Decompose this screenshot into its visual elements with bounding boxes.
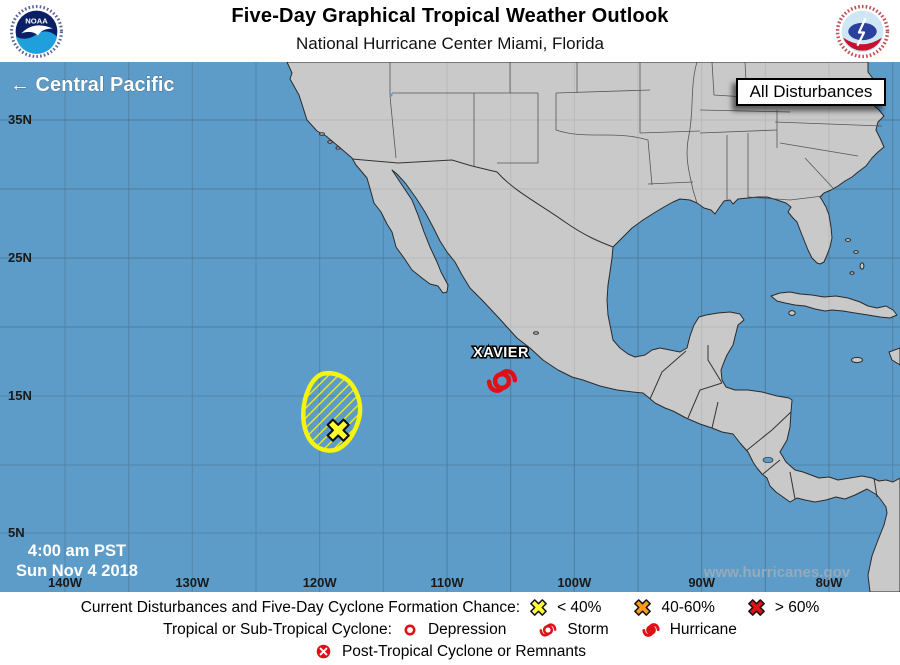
graticule-land — [0, 62, 900, 592]
all-disturbances-button[interactable]: All Disturbances — [736, 78, 886, 106]
watermark: www.hurricanes.gov — [703, 564, 851, 581]
lat-label-35n: 35N — [8, 112, 32, 127]
storm-name-label: XAVIER — [473, 345, 529, 361]
legend: Current Disturbances and Five-Day Cyclon… — [0, 592, 900, 665]
lon-label-120w: 120W — [303, 575, 338, 590]
issue-date: Sun Nov 4 2018 — [16, 562, 138, 580]
map-labels: ← Central Pacific 35N 25N 15N 5N 140W 13… — [8, 74, 851, 590]
x-lt40-icon — [530, 599, 547, 616]
lon-label-100w: 100W — [557, 575, 592, 590]
lake-nicaragua — [762, 456, 774, 464]
page-title: Five-Day Graphical Tropical Weather Outl… — [231, 5, 669, 27]
page-subtitle: National Hurricane Center Miami, Florida — [295, 34, 604, 53]
lon-label-130w: 130W — [175, 575, 210, 590]
small-lake — [389, 93, 393, 97]
storm-icon — [539, 622, 557, 637]
depression-icon — [404, 624, 416, 635]
lat-label-15n: 15N — [8, 388, 32, 403]
legend-hurricane: Hurricane — [669, 621, 737, 638]
legend-row2-label: Tropical or Sub-Tropical Cyclone: — [163, 621, 392, 638]
disturbance-area[interactable] — [301, 371, 363, 453]
legend-row-disturbances: Current Disturbances and Five-Day Cyclon… — [81, 597, 820, 618]
legend-storm: Storm — [567, 621, 609, 638]
state-borders — [389, 62, 883, 204]
hurricane-icon — [642, 622, 660, 637]
legend-depression: Depression — [427, 621, 507, 638]
central-pacific-link[interactable]: ← Central Pacific — [10, 74, 175, 97]
country-borders — [351, 158, 878, 500]
lon-label-90w: 90W — [688, 575, 715, 590]
outlook-map: XAVIER ← Central Pacific 35N 25N 15N 5N … — [0, 62, 900, 592]
map-canvas: XAVIER ← Central Pacific 35N 25N 15N 5N … — [0, 62, 900, 592]
post-tropical-icon — [316, 644, 331, 659]
legend-row1-label: Current Disturbances and Five-Day Cyclon… — [80, 599, 521, 616]
legend-row-posttropical: Post-Tropical Cyclone or Remnants — [314, 641, 586, 662]
lat-label-5n: 5N — [8, 525, 25, 540]
legend-row3-label: Post-Tropical Cyclone or Remnants — [341, 643, 587, 660]
legend-row-cyclones: Tropical or Sub-Tropical Cyclone: Depres… — [163, 619, 737, 640]
x-gt60-icon — [748, 599, 765, 616]
lon-label-140w: 140W — [48, 575, 83, 590]
titles: Five-Day Graphical Tropical Weather Outl… — [0, 5, 900, 54]
landmass — [286, 62, 900, 592]
legend-chance-gt60: > 60% — [774, 599, 820, 616]
lon-label-110w: 110W — [430, 575, 464, 590]
noaa-logo-text: NOAA — [25, 16, 48, 25]
issue-time: 4:00 am PST — [28, 542, 126, 560]
nws-logo[interactable] — [834, 3, 891, 60]
lat-label-25n: 25N — [8, 250, 32, 265]
legend-chance-lt40: < 40% — [557, 599, 602, 616]
noaa-logo[interactable]: NOAA — [8, 3, 65, 60]
lon-label-80w: 80W — [816, 575, 843, 590]
header: NOAA Five-Day Graphical Tropical Weather… — [0, 0, 900, 62]
storm-xavier[interactable]: XAVIER — [472, 344, 530, 391]
x-40-60-icon — [634, 599, 652, 616]
legend-chance-40-60: 40-60% — [661, 599, 715, 616]
